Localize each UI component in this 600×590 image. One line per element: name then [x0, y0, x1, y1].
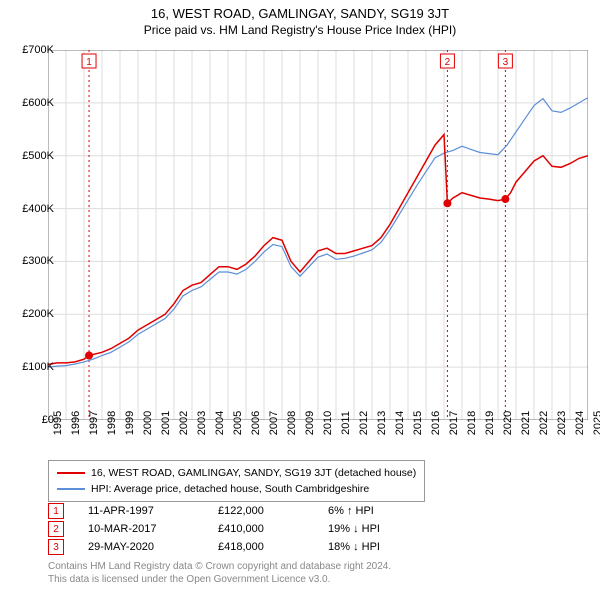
marker-badge: 1	[48, 503, 64, 519]
x-tick-label: 2012	[358, 411, 370, 435]
x-tick-label: 2020	[502, 411, 514, 435]
y-tick-label: £200K	[22, 308, 54, 320]
legend-label: 16, WEST ROAD, GAMLINGAY, SANDY, SG19 3J…	[91, 465, 416, 481]
x-tick-label: 2004	[214, 411, 226, 435]
marker-badge: 2	[48, 521, 64, 537]
x-tick-label: 1996	[70, 411, 82, 435]
x-tick-label: 2002	[178, 411, 190, 435]
svg-text:1: 1	[86, 57, 92, 68]
y-tick-label: £600K	[22, 97, 54, 109]
legend-item: 16, WEST ROAD, GAMLINGAY, SANDY, SG19 3J…	[57, 465, 416, 481]
x-tick-label: 2025	[592, 411, 600, 435]
chart-container: 16, WEST ROAD, GAMLINGAY, SANDY, SG19 3J…	[0, 0, 600, 590]
marker-price: £122,000	[218, 505, 328, 517]
marker-price: £418,000	[218, 541, 328, 553]
svg-text:2: 2	[445, 57, 451, 68]
x-tick-label: 2005	[232, 411, 244, 435]
x-tick-label: 2000	[142, 411, 154, 435]
x-tick-label: 2003	[196, 411, 208, 435]
x-tick-label: 2014	[394, 411, 406, 435]
x-tick-label: 1999	[124, 411, 136, 435]
attribution: Contains HM Land Registry data © Crown c…	[48, 560, 391, 586]
x-tick-label: 1997	[88, 411, 100, 435]
x-tick-label: 2018	[466, 411, 478, 435]
x-tick-label: 2021	[520, 411, 532, 435]
marker-date: 11-APR-1997	[88, 505, 218, 517]
legend-swatch	[57, 488, 85, 490]
x-tick-label: 2008	[286, 411, 298, 435]
x-tick-label: 2023	[556, 411, 568, 435]
x-tick-label: 2015	[412, 411, 424, 435]
legend-item: HPI: Average price, detached house, Sout…	[57, 481, 416, 497]
y-tick-label: £100K	[22, 361, 54, 373]
chart-subtitle: Price paid vs. HM Land Registry's House …	[0, 23, 600, 37]
y-tick-label: £300K	[22, 255, 54, 267]
x-tick-label: 2007	[268, 411, 280, 435]
markers-table: 1 11-APR-1997£122,0006% ↑ HPI 2 10-MAR-2017…	[48, 502, 438, 556]
plot-area: 1 2 3	[48, 50, 588, 420]
svg-text:3: 3	[503, 57, 509, 68]
attribution-line1: Contains HM Land Registry data © Crown c…	[48, 560, 391, 573]
x-tick-label: 2022	[538, 411, 550, 435]
attribution-line2: This data is licensed under the Open Gov…	[48, 573, 391, 586]
marker-price: £410,000	[218, 523, 328, 535]
marker-badge: 3	[48, 539, 64, 555]
legend: 16, WEST ROAD, GAMLINGAY, SANDY, SG19 3J…	[48, 460, 425, 502]
title-block: 16, WEST ROAD, GAMLINGAY, SANDY, SG19 3J…	[0, 0, 600, 37]
plot-svg: 1 2 3	[48, 50, 588, 420]
marker-date: 29-MAY-2020	[88, 541, 218, 553]
x-tick-label: 1995	[52, 411, 64, 435]
x-tick-label: 2017	[448, 411, 460, 435]
marker-row: 1 11-APR-1997£122,0006% ↑ HPI	[48, 502, 438, 520]
x-tick-label: 2011	[340, 411, 352, 435]
x-tick-label: 1998	[106, 411, 118, 435]
y-tick-label: £500K	[22, 150, 54, 162]
x-tick-label: 2009	[304, 411, 316, 435]
x-tick-label: 2019	[484, 411, 496, 435]
marker-row: 2 10-MAR-2017£410,00019% ↓ HPI	[48, 520, 438, 538]
marker-diff: 19% ↓ HPI	[328, 523, 438, 535]
x-tick-label: 2010	[322, 411, 334, 435]
chart-title: 16, WEST ROAD, GAMLINGAY, SANDY, SG19 3J…	[0, 6, 600, 21]
x-tick-label: 2016	[430, 411, 442, 435]
x-tick-label: 2006	[250, 411, 262, 435]
x-tick-label: 2001	[160, 411, 172, 435]
marker-diff: 18% ↓ HPI	[328, 541, 438, 553]
y-tick-label: £700K	[22, 44, 54, 56]
marker-diff: 6% ↑ HPI	[328, 505, 438, 517]
legend-label: HPI: Average price, detached house, Sout…	[91, 481, 369, 497]
x-tick-label: 2013	[376, 411, 388, 435]
y-tick-label: £400K	[22, 203, 54, 215]
x-tick-label: 2024	[574, 411, 586, 435]
marker-date: 10-MAR-2017	[88, 523, 218, 535]
marker-row: 3 29-MAY-2020£418,00018% ↓ HPI	[48, 538, 438, 556]
legend-swatch	[57, 472, 85, 474]
